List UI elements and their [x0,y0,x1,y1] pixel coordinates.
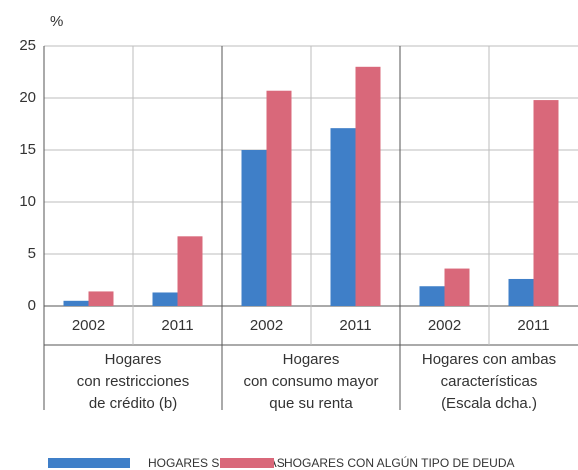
bar [533,100,559,306]
y-tick-label: 20 [19,89,36,106]
y-tick-label: 10 [19,193,36,210]
group-label: con restricciones [77,373,190,390]
y-tick-label: 15 [19,141,36,158]
group-label: Hogares [283,351,340,368]
legend-swatch [220,458,274,468]
bar [330,128,356,306]
bar [88,291,114,306]
y-tick-label: 25 [19,37,36,54]
x-tick-label: 2011 [517,317,549,334]
bar [266,90,292,306]
group-label: que su renta [269,395,353,412]
x-tick-label: 2002 [428,317,461,334]
group-label: características [441,373,538,390]
bar [355,66,381,306]
bar [63,300,89,306]
group-label: con consumo mayor [243,373,378,390]
y-tick-label: 0 [28,297,36,314]
bar [152,292,178,306]
legend-label: HOGARES CON ALGÚN TIPO DE DEUDA [284,455,515,470]
group-label: (Escala dcha.) [441,395,537,412]
bar [508,278,534,306]
bar [177,236,203,306]
x-tick-label: 2011 [339,317,371,334]
x-tick-label: 2002 [250,317,283,334]
bar [419,286,445,306]
legend-swatch [48,458,130,468]
bar [444,268,470,306]
group-label: Hogares [105,351,162,368]
x-tick-label: 2011 [161,317,193,334]
x-tick-label: 2002 [72,317,105,334]
group-label: de crédito (b) [89,395,177,412]
y-unit: % [50,13,63,30]
bar [241,150,267,306]
y-tick-label: 5 [28,245,36,262]
group-label: Hogares con ambas [422,351,556,368]
